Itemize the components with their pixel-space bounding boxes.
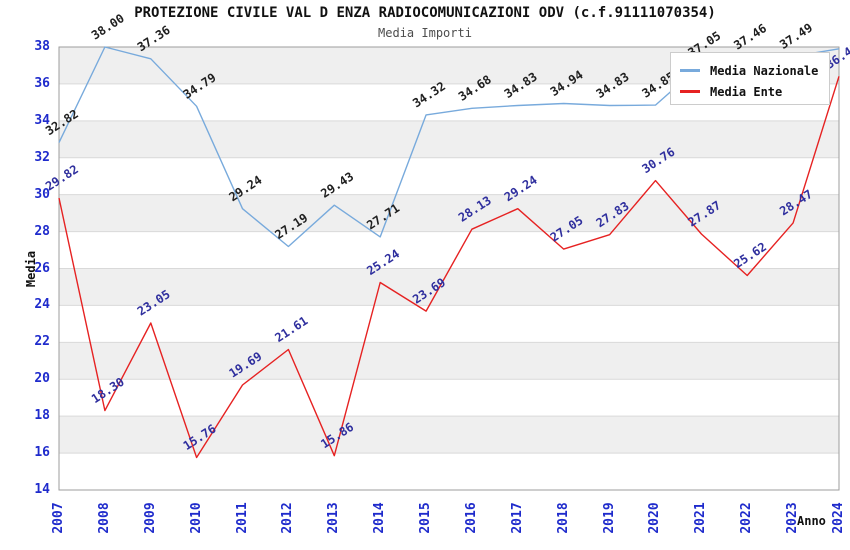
plot-band	[59, 416, 839, 454]
y-tick-label: 20	[34, 371, 50, 387]
x-axis-title: Anno	[797, 514, 826, 528]
y-tick-label: 24	[34, 297, 50, 313]
y-tick-label: 28	[34, 223, 50, 239]
x-tick-label: 2023	[785, 502, 801, 534]
x-tick-label: 2011	[234, 502, 250, 534]
x-tick-label: 2017	[509, 502, 525, 534]
plot-band	[59, 342, 839, 380]
legend-label-media-ente: Media Ente	[710, 84, 783, 99]
x-tick-label: 2020	[647, 502, 663, 534]
point-label: 21.61	[272, 314, 310, 345]
x-tick-label: 2015	[418, 502, 434, 534]
y-tick-label: 30	[34, 186, 50, 202]
y-tick-label: 18	[34, 408, 50, 424]
x-tick-label: 2018	[555, 502, 571, 534]
chart-title: PROTEZIONE CIVILE VAL D ENZA RADIOCOMUNI…	[134, 5, 716, 21]
y-tick-label: 22	[34, 334, 50, 350]
y-tick-label: 16	[34, 445, 50, 461]
y-tick-label: 14	[34, 482, 50, 497]
x-tick-label: 2019	[601, 502, 617, 534]
y-tick-label: 26	[34, 260, 50, 276]
x-tick-label: 2009	[142, 502, 158, 534]
x-tick-label: 2022	[739, 502, 755, 534]
x-tick-label: 2008	[96, 502, 112, 534]
media-ente-line-swatch-icon	[680, 90, 700, 93]
x-tick-label: 2012	[280, 502, 296, 534]
plot-band	[59, 194, 839, 232]
x-tick-label: 2010	[188, 502, 204, 534]
legend-item-media-nazionale: Media Nazionale	[680, 60, 829, 81]
plot-band	[59, 120, 839, 158]
series-line-media-ente	[58, 76, 840, 459]
legend-item-media-ente: Media Ente	[680, 81, 829, 102]
x-tick-label: 2013	[326, 502, 342, 534]
x-tick-label: 2007	[51, 502, 66, 534]
x-tick-label: 2021	[693, 502, 709, 534]
plot-band	[59, 268, 839, 306]
legend-label-media-nazionale: Media Nazionale	[710, 63, 819, 78]
y-tick-label: 38	[34, 39, 50, 54]
y-tick-label: 36	[34, 75, 50, 91]
point-label: 25.62	[731, 240, 769, 271]
media-nazionale-line-swatch-icon	[680, 69, 700, 72]
y-tick-label: 32	[34, 149, 50, 165]
x-tick-label: 2016	[463, 502, 479, 534]
plot-border	[58, 46, 840, 491]
y-tick-label: 34	[34, 112, 50, 128]
x-tick-label: 2024	[831, 502, 846, 534]
legend: Media Nazionale Media Ente	[670, 52, 830, 105]
x-tick-label: 2014	[372, 502, 388, 534]
chart-subtitle: Media Importi	[378, 26, 472, 40]
